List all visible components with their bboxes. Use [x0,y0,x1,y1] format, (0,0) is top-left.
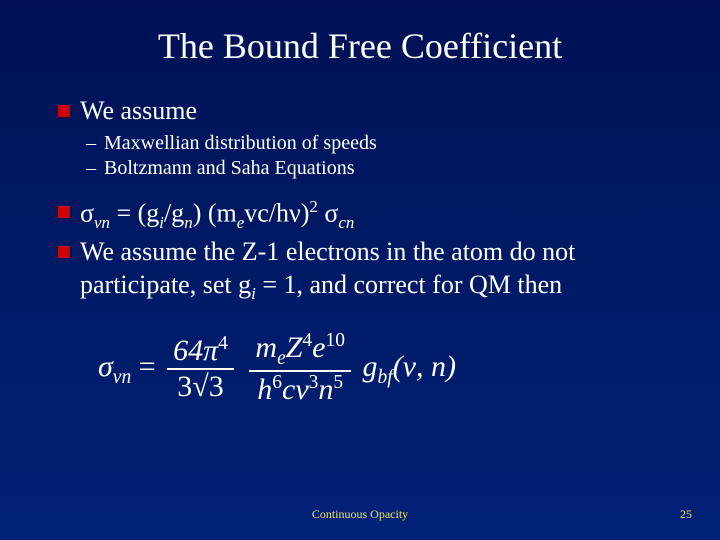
content-area: We assume – Maxwellian distribution of s… [50,95,670,407]
bullet-assumption: We assume the Z-1 electrons in the atom … [58,236,670,304]
sub-bullet-maxwellian: – Maxwellian distribution of speeds [86,132,670,155]
eq-main-fraction: meZ4e10 h6cv3n5 [249,330,351,407]
bullet-text: We assume the Z-1 electrons in the atom … [80,236,670,304]
bullet-sigma-equation: σvn = (gi/gn) (mevc/hν)2 σcn [58,196,670,233]
main-equation: σvn = 64π4 3√3 meZ4e10 h6cv3n5 gbf(ν, n) [98,330,670,407]
eq-frac-den: h6cv3n5 [249,370,351,407]
eq-frac-num: meZ4e10 [249,330,351,370]
bullet-we-assume: We assume [58,95,670,128]
footer-title: Continuous Opacity [0,507,720,522]
eq-lhs: σvn [98,350,131,383]
sub-bullet-boltzmann: – Boltzmann and Saha Equations [86,157,670,180]
sub-bullet-text: Boltzmann and Saha Equations [104,157,355,180]
sub-bullet-text: Maxwellian distribution of speeds [104,132,377,155]
bullet-text: We assume [80,95,197,128]
eq-coeff-num: 64π4 [167,333,234,368]
eq-tail: gbf(ν, n) [363,350,456,383]
bullet-marker-icon [58,105,70,117]
eq-coeff-den: 3√3 [167,368,234,404]
bullet-marker-icon [58,246,70,258]
dash-icon: – [86,132,96,155]
page-number: 25 [680,507,692,522]
bullet-text: σvn = (gi/gn) (mevc/hν)2 σcn [80,196,354,233]
slide-title: The Bound Free Coefficient [50,25,670,67]
slide-container: The Bound Free Coefficient We assume – M… [0,0,720,540]
bullet-marker-icon [58,206,70,218]
dash-icon: – [86,157,96,180]
eq-coeff-fraction: 64π4 3√3 [167,333,234,404]
